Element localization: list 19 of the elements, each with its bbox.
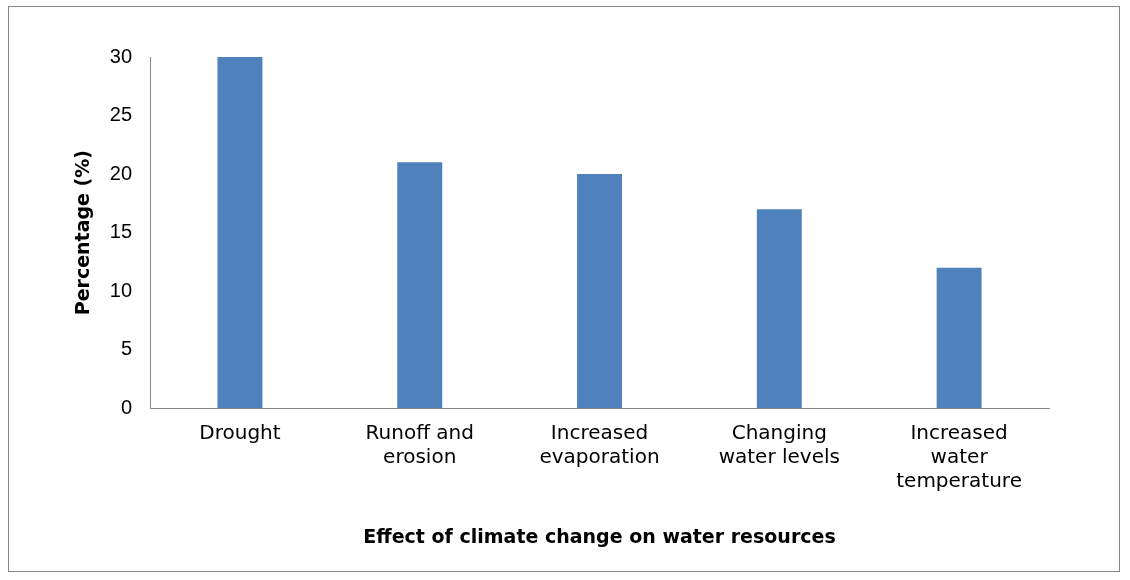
- bar: [577, 174, 622, 409]
- x-tick-label: Runoff and erosion: [365, 420, 474, 469]
- x-tick-label: Increased water temperature: [896, 420, 1022, 493]
- bar: [217, 57, 263, 409]
- x-axis-title: Effect of climate change on water resources: [363, 524, 836, 547]
- y-tick-label: 5: [120, 337, 133, 360]
- y-axis-title: Percentage (%): [71, 149, 94, 316]
- x-tick-label: Changing water levels: [718, 420, 840, 469]
- x-tick-label: Increased evaporation: [539, 420, 660, 469]
- y-tick-label: 10: [109, 278, 133, 301]
- y-tick-label: 20: [109, 161, 133, 184]
- bar: [756, 209, 802, 409]
- bar: [936, 267, 982, 409]
- y-tick-label: 25: [109, 103, 133, 126]
- y-tick-label: 30: [109, 44, 133, 67]
- bar: [397, 162, 443, 409]
- y-tick-label: 0: [120, 395, 133, 418]
- x-tick-label: Drought: [199, 420, 281, 445]
- y-tick-label: 15: [109, 220, 133, 243]
